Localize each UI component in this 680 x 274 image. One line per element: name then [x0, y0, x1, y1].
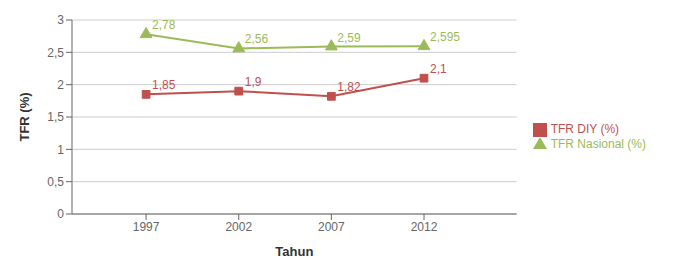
svg-text:2,78: 2,78 [152, 18, 176, 32]
svg-text:Tahun: Tahun [275, 244, 313, 259]
svg-text:1,85: 1,85 [152, 78, 176, 92]
svg-text:1,9: 1,9 [245, 75, 262, 89]
svg-text:2,1: 2,1 [430, 62, 447, 76]
svg-text:1,5: 1,5 [47, 110, 64, 124]
html-text:TFR Nasional (%): TFR Nasional (%) [550, 137, 646, 151]
svg-text:1: 1 [57, 143, 64, 157]
html-text:TFR DIY (%): TFR DIY (%) [550, 122, 620, 137]
svg-text:0,5: 0,5 [47, 175, 64, 189]
svg-text:2: 2 [57, 78, 64, 92]
svg-text:1,82: 1,82 [337, 80, 361, 94]
svg-text:2,5: 2,5 [47, 46, 64, 60]
svg-text:2,595: 2,595 [430, 30, 460, 44]
svg-text:2012: 2012 [411, 220, 438, 234]
svg-text:2,59: 2,59 [337, 31, 361, 45]
svg-text:2007: 2007 [318, 220, 345, 234]
svg-text:2002: 2002 [225, 220, 252, 234]
svg-text:TFR (%): TFR (%) [17, 92, 32, 141]
svg-text:1997: 1997 [133, 220, 160, 234]
svg-text:2,56: 2,56 [245, 32, 269, 46]
svg-text:0: 0 [57, 207, 64, 221]
svg-text:3: 3 [57, 13, 64, 27]
